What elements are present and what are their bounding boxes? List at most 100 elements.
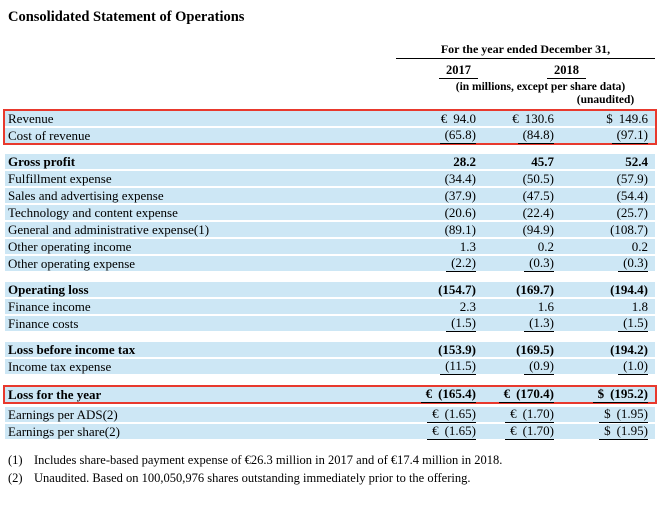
value-2017: 2.3 [459,298,476,314]
table-row: Other operating income 1.3 0.2 0.2 [5,239,655,254]
table-row: Earnings per ADS(2) € (1.65) € (1.70) $ (1.… [5,406,655,423]
year-2017-header: 2017 [439,63,478,79]
value-2018-usd: (25.7) [616,204,648,220]
year-2018-header: 2018 [547,63,586,79]
table-row: Other operating expense (2.2) (0.3) (0.3… [5,255,655,272]
table-row: Finance costs (1.5) (1.3) (1.5) [5,315,655,332]
value-2018: (50.5) [522,170,554,186]
footnote: (2) Unaudited. Based on 100,050,976 shar… [8,471,655,486]
value-2017: (37.9) [444,187,476,203]
footnote: (1) Includes share-based payment expense… [8,453,655,468]
table-row: Loss before income tax (153.9) (169.5) (… [5,342,655,357]
value-2018-usd: (1.0) [556,358,655,375]
value-2018: 45.7 [531,153,554,169]
value-2018: (84.8) [478,127,556,144]
table-row: Fulfillment expense (34.4) (50.5) (57.9) [5,171,655,186]
value-2017: (2.2) [396,255,478,272]
units-note: (in millions, except per share data) [455,81,626,93]
row-label: Fulfillment expense [8,170,112,186]
loss-highlight-box: Loss for the year € (165.4) € (170.4) $ (19… [3,385,657,404]
value-2018-usd: 1.8 [631,298,648,314]
row-label: Loss before income tax [8,341,136,357]
row-label: Loss for the year [8,386,102,402]
table-row: Gross profit 28.2 45.7 52.4 [5,154,655,169]
table-row: Sales and advertising expense (37.9) (47… [5,188,655,203]
value-2017: € (1.65) [396,406,478,423]
value-2017: € (1.65) [396,423,478,440]
document-page: Consolidated Statement of Operations For… [3,9,657,486]
value-2018: 0.2 [537,238,554,254]
value-2018-usd: $ (1.95) [556,423,655,440]
value-2018: € (1.70) [478,406,556,423]
value-2018-usd: (1.5) [556,315,655,332]
value-2017: (20.6) [444,204,476,220]
value-2017: 1.3 [459,238,476,254]
table-row: Income tax expense (11.5) (0.9) (1.0) [5,358,655,375]
table-row: Finance income 2.3 1.6 1.8 [5,299,655,314]
value-2017: €94.0 [440,110,476,126]
table-row: Loss for the year € (165.4) € (170.4) $ (19… [5,386,655,403]
row-label: Cost of revenue [8,127,91,143]
value-2018-usd: $ (195.2) [556,386,655,403]
footnote-marker: (1) [8,453,23,467]
value-2018-usd: 0.2 [631,238,648,254]
value-2017: (65.8) [396,127,478,144]
table-row: Operating loss (154.7) (169.7) (194.4) [5,282,655,297]
value-2018: € (1.70) [478,423,556,440]
footnotes: (1) Includes share-based payment expense… [8,453,655,486]
value-2017: (34.4) [444,170,476,186]
value-2018: (169.7) [516,281,554,297]
value-2018: (0.9) [478,358,556,375]
row-label: General and administrative expense(1) [8,221,210,237]
value-2017: (153.9) [438,341,476,357]
value-2018-usd: (194.2) [610,341,648,357]
row-label: Earnings per ADS(2) [8,406,118,422]
value-2017: (89.1) [444,221,476,237]
value-2018-usd: (194.4) [610,281,648,297]
table-row: General and administrative expense(1) (8… [5,222,655,237]
table-row: Technology and content expense (20.6) (2… [5,205,655,220]
row-label: Finance income [8,298,91,314]
row-label: Other operating income [8,238,132,254]
row-label: Sales and advertising expense [8,187,164,203]
value-2018: (22.4) [522,204,554,220]
value-2018-usd: (54.4) [616,187,648,203]
row-label: Other operating expense [8,255,136,271]
year-headers: 2017 2018 [396,61,655,79]
value-2018-usd: (108.7) [610,221,648,237]
value-2018-usd: $149.6 [606,110,648,126]
table-header: For the year ended December 31, 2017 201… [5,42,655,106]
value-2017: 28.2 [453,153,476,169]
row-label: Revenue [8,110,54,126]
row-label: Operating loss [8,281,89,297]
value-2018-usd: (97.1) [556,127,655,144]
row-spacer [5,376,655,385]
table-row: Earnings per share(2) € (1.65) € (1.70) $(… [5,423,655,440]
revenue-highlight-box: Revenue €94.0 €130.6 $149.6 Cost of reve… [3,109,657,145]
value-2018-usd: $ (1.95) [556,406,655,423]
footnote-marker: (2) [8,471,23,485]
table-row: Cost of revenue (65.8) (84.8) (97.1) [5,127,655,144]
value-2017: (11.5) [396,358,478,375]
value-2018: 1.6 [537,298,554,314]
value-2018: (94.9) [522,221,554,237]
page-title: Consolidated Statement of Operations [8,9,245,25]
value-2018: (47.5) [522,187,554,203]
footnote-text: Unaudited. Based on 100,050,976 shares o… [34,471,471,485]
value-2017: € (165.4) [396,386,478,403]
row-label: Income tax expense [8,358,112,374]
value-2018-usd: 52.4 [625,153,648,169]
unaudited-note: (unaudited) [576,94,635,106]
row-label: Gross profit [8,153,76,169]
row-label: Technology and content expense [8,204,178,220]
period-header: For the year ended December 31, [396,42,655,59]
table-row: Revenue €94.0 €130.6 $149.6 [5,111,655,126]
value-2018: (169.5) [516,341,554,357]
value-2018: (1.3) [478,315,556,332]
value-2017: (154.7) [438,281,476,297]
value-2017: (1.5) [396,315,478,332]
value-2018-usd: (57.9) [616,170,648,186]
footnote-text: Includes share-based payment expense of … [34,453,503,467]
value-2018: €130.6 [512,110,554,126]
value-2018: (0.3) [478,255,556,272]
